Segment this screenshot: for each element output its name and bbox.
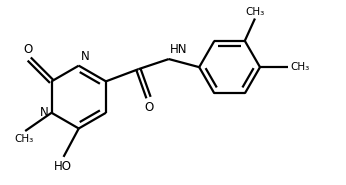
Text: HN: HN bbox=[170, 43, 187, 56]
Text: CH₃: CH₃ bbox=[245, 6, 265, 16]
Text: O: O bbox=[24, 43, 33, 56]
Text: HO: HO bbox=[54, 160, 72, 173]
Text: CH₃: CH₃ bbox=[15, 134, 34, 144]
Text: N: N bbox=[40, 106, 48, 119]
Text: O: O bbox=[144, 101, 153, 114]
Text: CH₃: CH₃ bbox=[290, 62, 310, 72]
Text: N: N bbox=[81, 50, 90, 63]
